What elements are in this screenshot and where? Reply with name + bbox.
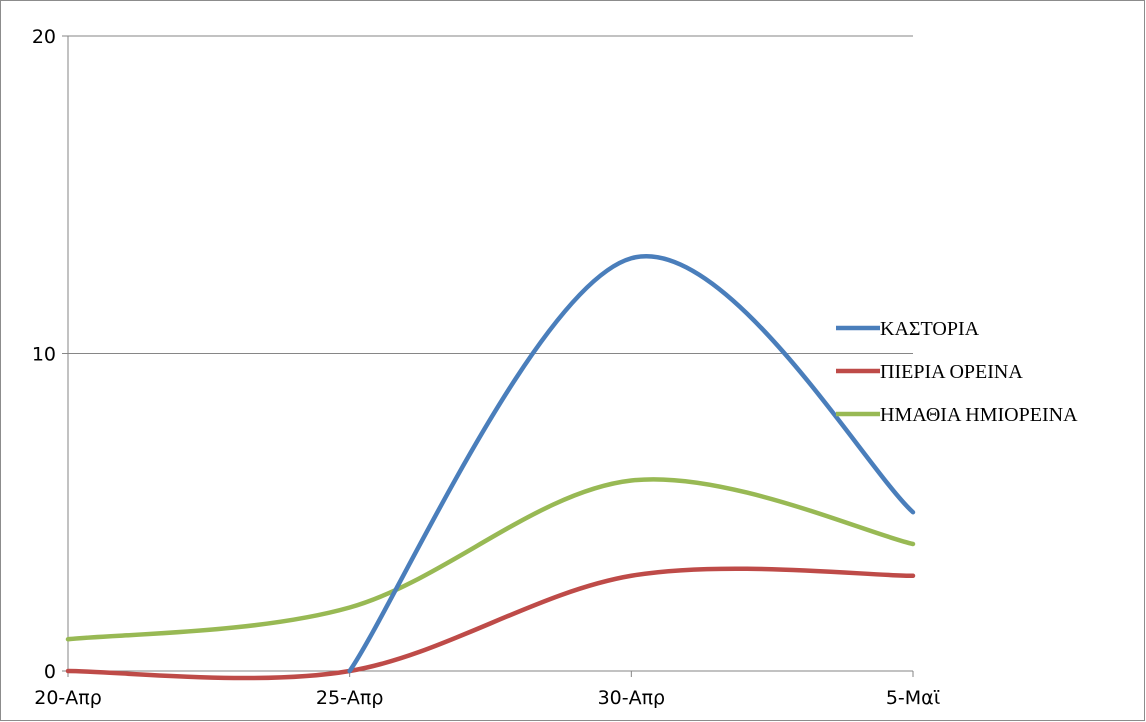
gridlines [68,35,913,354]
legend-entry-label: ΚΑΣΤΟΡΙΑ [880,318,980,340]
legend-entry-label: ΗΜΑΘΙΑ ΗΜΙΟΡΕΙΝΑ [880,404,1078,426]
x-tick-label: 25-Απρ [316,687,384,709]
y-tick-label: 20 [32,26,56,48]
axes: 0 10 20 20-Απρ 25-Απρ 30-Απρ 5-Μαϊ [32,26,940,709]
x-tick-label: 5-Μαϊ [886,687,940,709]
series-lines [65,253,916,681]
x-tick-label: 30-Απρ [598,687,666,709]
x-tick-label: 20-Απρ [34,687,102,709]
legend: ΚΑΣΤΟΡΙΑ ΠΙΕΡΙΑ ΟΡΕΙΝΑ ΗΜΑΘΙΑ ΗΜΙΟΡΕΙΝΑ [836,318,1078,426]
series-line [347,253,916,674]
y-tick-label: 10 [32,344,56,366]
legend-entry-label: ΠΙΕΡΙΑ ΟΡΕΙΝΑ [880,361,1023,383]
y-tick-label: 0 [44,661,56,683]
series-line [65,477,916,642]
series-line [65,566,916,681]
